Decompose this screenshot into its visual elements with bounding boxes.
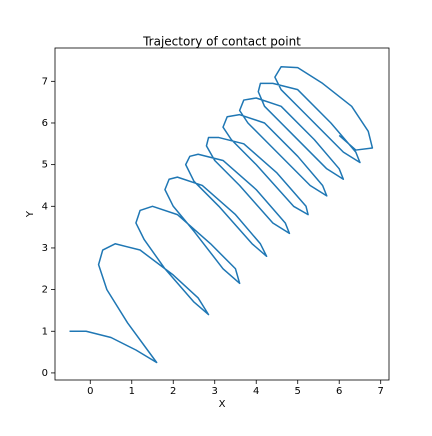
x-tick-label: 2: [170, 386, 176, 397]
chart-title: Trajectory of contact point: [142, 35, 301, 49]
x-tick-label: 7: [378, 386, 384, 397]
plot-frame: [54, 47, 390, 381]
y-tick-label: 1: [42, 326, 48, 337]
x-tick-label: 1: [129, 386, 135, 397]
y-tick-label: 5: [42, 160, 48, 171]
x-tick-label: 4: [253, 386, 259, 397]
x-tick-label: 5: [295, 386, 301, 397]
x-tick-label: 6: [336, 386, 342, 397]
y-tick-label: 3: [42, 243, 48, 254]
x-tick-label: 3: [212, 386, 218, 397]
trajectory-line: [69, 66, 374, 364]
y-axis-label: Y: [25, 210, 36, 218]
x-tick-label: 0: [87, 386, 93, 397]
y-tick-label: 4: [42, 201, 48, 212]
x-axis-label: X: [219, 399, 226, 410]
y-tick-label: 7: [42, 76, 48, 87]
y-tick-label: 0: [42, 368, 48, 379]
y-tick-label: 2: [42, 285, 48, 296]
y-tick-label: 6: [42, 118, 48, 129]
